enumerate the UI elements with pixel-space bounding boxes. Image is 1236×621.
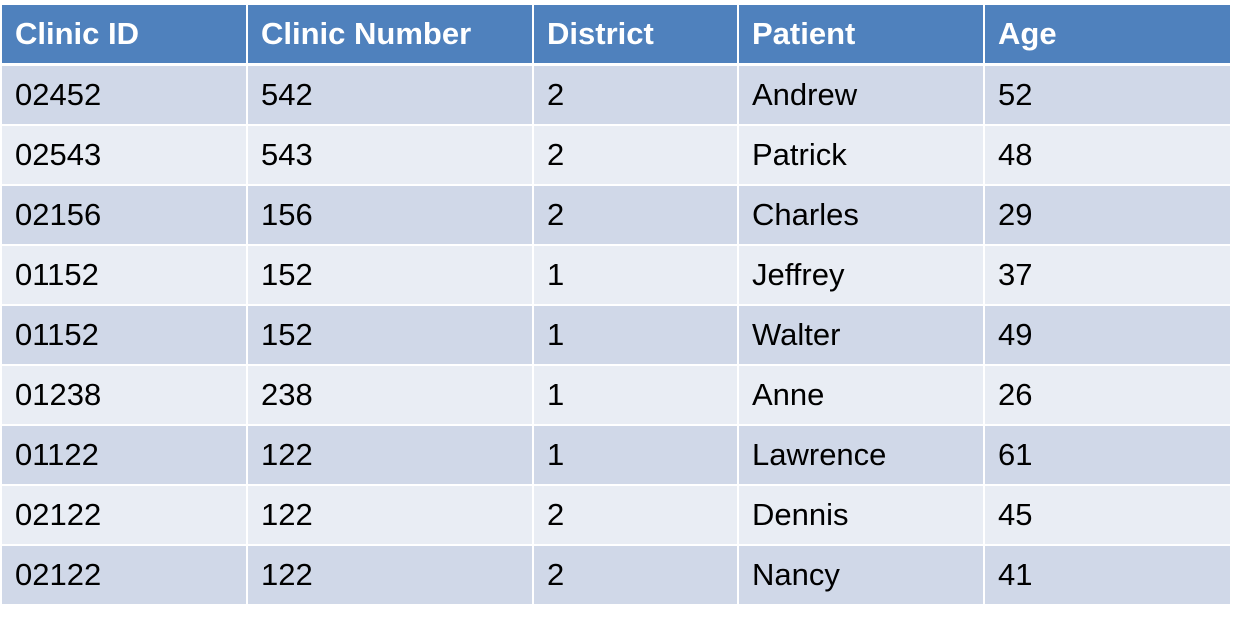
cell-age: 48 bbox=[985, 126, 1230, 186]
cell-patient: Andrew bbox=[739, 66, 985, 126]
cell-clinic-number: 152 bbox=[248, 246, 534, 306]
cell-patient: Dennis bbox=[739, 486, 985, 546]
cell-clinic-number: 542 bbox=[248, 66, 534, 126]
header-clinic-id: Clinic ID bbox=[2, 5, 248, 66]
cell-patient: Anne bbox=[739, 366, 985, 426]
cell-patient: Lawrence bbox=[739, 426, 985, 486]
table-header-row: Clinic ID Clinic Number District Patient… bbox=[2, 5, 1230, 66]
header-age: Age bbox=[985, 5, 1230, 66]
cell-district: 2 bbox=[534, 186, 739, 246]
cell-age: 52 bbox=[985, 66, 1230, 126]
cell-district: 2 bbox=[534, 486, 739, 546]
cell-clinic-number: 156 bbox=[248, 186, 534, 246]
cell-district: 2 bbox=[534, 66, 739, 126]
cell-district: 1 bbox=[534, 306, 739, 366]
cell-clinic-id: 02122 bbox=[2, 486, 248, 546]
cell-patient: Patrick bbox=[739, 126, 985, 186]
cell-clinic-id: 02156 bbox=[2, 186, 248, 246]
table-row: 02543 543 2 Patrick 48 bbox=[2, 126, 1230, 186]
table-row: 02452 542 2 Andrew 52 bbox=[2, 66, 1230, 126]
cell-patient: Charles bbox=[739, 186, 985, 246]
cell-clinic-id: 01238 bbox=[2, 366, 248, 426]
header-district: District bbox=[534, 5, 739, 66]
cell-clinic-number: 122 bbox=[248, 426, 534, 486]
cell-age: 45 bbox=[985, 486, 1230, 546]
cell-clinic-id: 02122 bbox=[2, 546, 248, 606]
cell-age: 61 bbox=[985, 426, 1230, 486]
cell-clinic-number: 152 bbox=[248, 306, 534, 366]
cell-clinic-number: 122 bbox=[248, 486, 534, 546]
cell-district: 2 bbox=[534, 546, 739, 606]
header-clinic-number: Clinic Number bbox=[248, 5, 534, 66]
cell-age: 37 bbox=[985, 246, 1230, 306]
table-row: 01152 152 1 Walter 49 bbox=[2, 306, 1230, 366]
cell-clinic-id: 01152 bbox=[2, 306, 248, 366]
table-row: 02122 122 2 Dennis 45 bbox=[2, 486, 1230, 546]
cell-clinic-id: 01152 bbox=[2, 246, 248, 306]
cell-patient: Jeffrey bbox=[739, 246, 985, 306]
cell-patient: Nancy bbox=[739, 546, 985, 606]
cell-age: 29 bbox=[985, 186, 1230, 246]
table-row: 02122 122 2 Nancy 41 bbox=[2, 546, 1230, 606]
cell-age: 41 bbox=[985, 546, 1230, 606]
cell-clinic-number: 543 bbox=[248, 126, 534, 186]
cell-district: 1 bbox=[534, 426, 739, 486]
cell-clinic-id: 02543 bbox=[2, 126, 248, 186]
table-row: 01152 152 1 Jeffrey 37 bbox=[2, 246, 1230, 306]
cell-patient: Walter bbox=[739, 306, 985, 366]
cell-age: 49 bbox=[985, 306, 1230, 366]
table-row: 01238 238 1 Anne 26 bbox=[2, 366, 1230, 426]
cell-age: 26 bbox=[985, 366, 1230, 426]
cell-clinic-number: 122 bbox=[248, 546, 534, 606]
table-row: 02156 156 2 Charles 29 bbox=[2, 186, 1230, 246]
table-row: 01122 122 1 Lawrence 61 bbox=[2, 426, 1230, 486]
clinic-patient-table: Clinic ID Clinic Number District Patient… bbox=[2, 5, 1230, 606]
header-patient: Patient bbox=[739, 5, 985, 66]
cell-district: 1 bbox=[534, 366, 739, 426]
cell-clinic-id: 02452 bbox=[2, 66, 248, 126]
cell-district: 1 bbox=[534, 246, 739, 306]
cell-clinic-number: 238 bbox=[248, 366, 534, 426]
cell-district: 2 bbox=[534, 126, 739, 186]
clinic-patient-table-container: Clinic ID Clinic Number District Patient… bbox=[2, 5, 1230, 606]
cell-clinic-id: 01122 bbox=[2, 426, 248, 486]
